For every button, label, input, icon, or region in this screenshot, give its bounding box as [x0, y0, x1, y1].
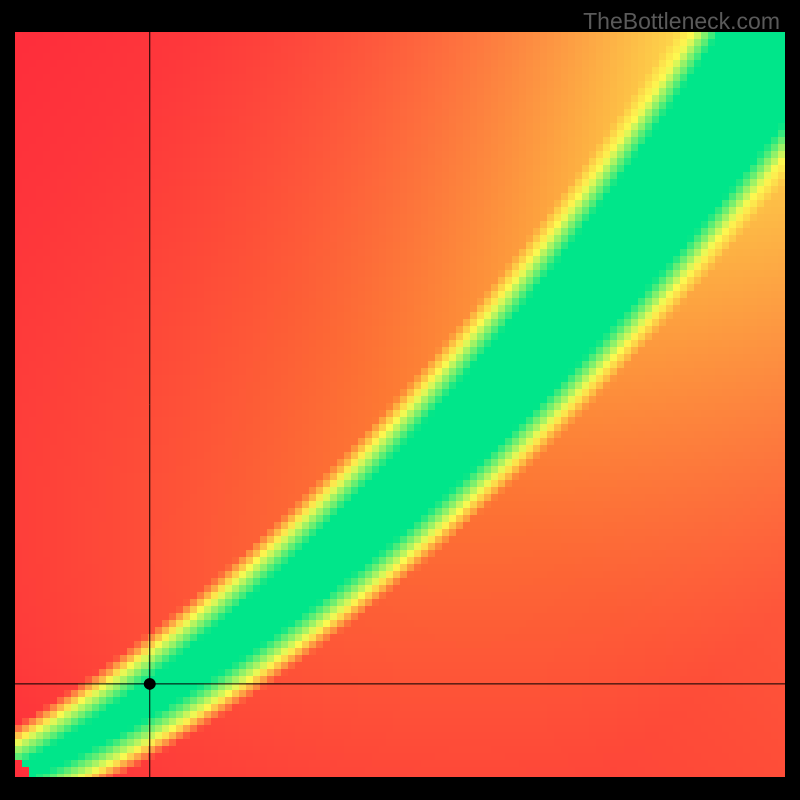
watermark-text: TheBottleneck.com [583, 8, 780, 35]
heatmap-plot [15, 32, 785, 777]
heatmap-canvas [15, 32, 785, 777]
